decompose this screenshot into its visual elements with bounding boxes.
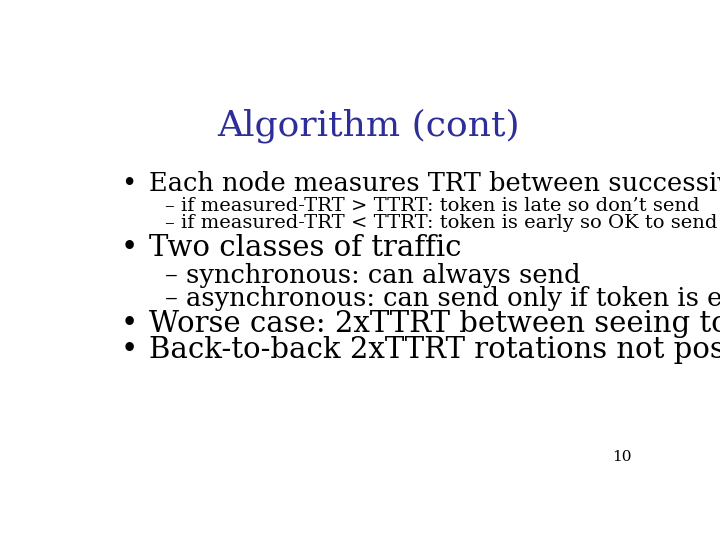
Text: – if measured-TRT < TTRT: token is early so OK to send: – if measured-TRT < TTRT: token is early… (166, 214, 718, 232)
Text: •: • (121, 233, 138, 261)
Text: •: • (121, 336, 138, 365)
Text: Two classes of traffic: Two classes of traffic (148, 233, 461, 261)
Text: – asynchronous: can send only if token is early: – asynchronous: can send only if token i… (166, 286, 720, 310)
Text: Each node measures TRT between successive tokens: Each node measures TRT between successiv… (148, 171, 720, 196)
Text: Algorithm (cont): Algorithm (cont) (217, 109, 521, 143)
Text: – if measured-TRT > TTRT: token is late so don’t send: – if measured-TRT > TTRT: token is late … (166, 197, 700, 215)
Text: •: • (121, 171, 136, 196)
Text: Worse case: 2xTTRT between seeing token: Worse case: 2xTTRT between seeing token (148, 310, 720, 339)
Text: 10: 10 (612, 450, 631, 464)
Text: •: • (121, 310, 138, 339)
Text: Back-to-back 2xTTRT rotations not possible: Back-to-back 2xTTRT rotations not possib… (148, 336, 720, 365)
Text: – synchronous: can always send: – synchronous: can always send (166, 263, 581, 288)
